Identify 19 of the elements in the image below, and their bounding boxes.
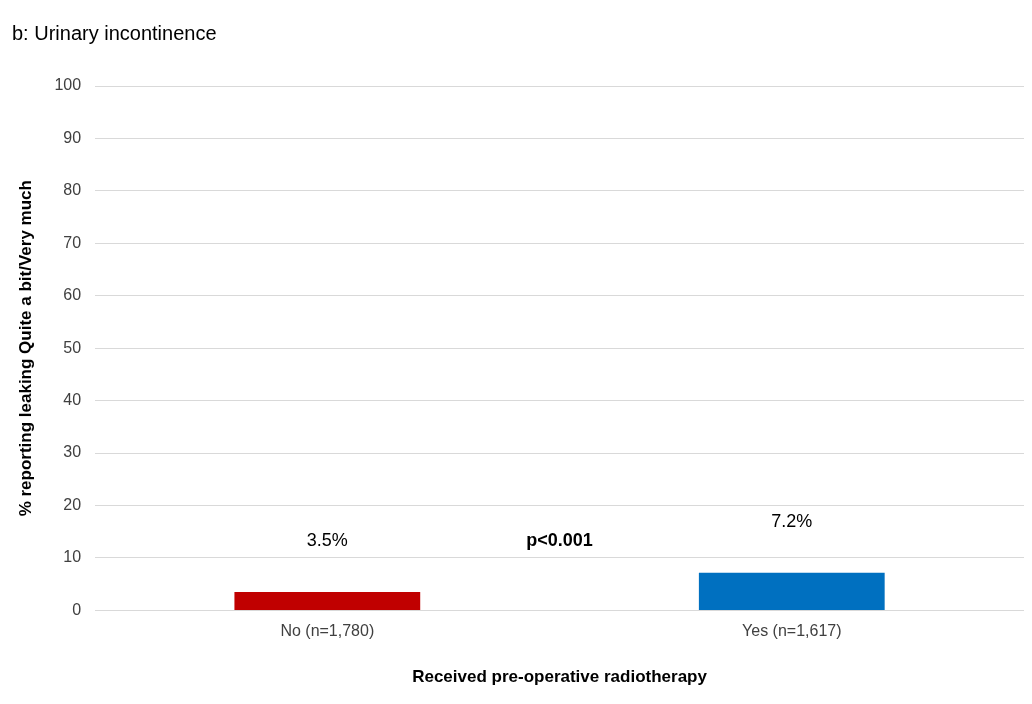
y-tick-label: 20	[63, 495, 82, 513]
y-tick-label: 70	[63, 233, 82, 251]
y-tick-label: 40	[63, 391, 82, 409]
data-label: 3.5%	[306, 530, 348, 551]
y-tick-label: 60	[63, 286, 82, 304]
x-tick-label: No (n=1,780)	[280, 622, 375, 640]
y-tick-label: 90	[63, 128, 82, 146]
y-tick-label: 10	[63, 548, 82, 566]
x-axis-title: Received pre-operative radiotherapy	[412, 667, 708, 687]
data-label: 7.2%	[771, 510, 813, 531]
x-tick-label: Yes (n=1,617)	[742, 622, 842, 640]
y-axis-title: % reporting leaking Quite a bit/Very much	[15, 180, 35, 517]
y-tick-label: 30	[63, 443, 82, 461]
chart-title: b: Urinary incontinence	[12, 21, 217, 44]
annotation: p<0.001	[526, 530, 593, 551]
y-tick-label: 50	[63, 338, 82, 356]
y-tick-label: 80	[63, 181, 82, 199]
y-tick-label: 0	[72, 600, 82, 618]
y-tick-label: 100	[54, 76, 82, 94]
